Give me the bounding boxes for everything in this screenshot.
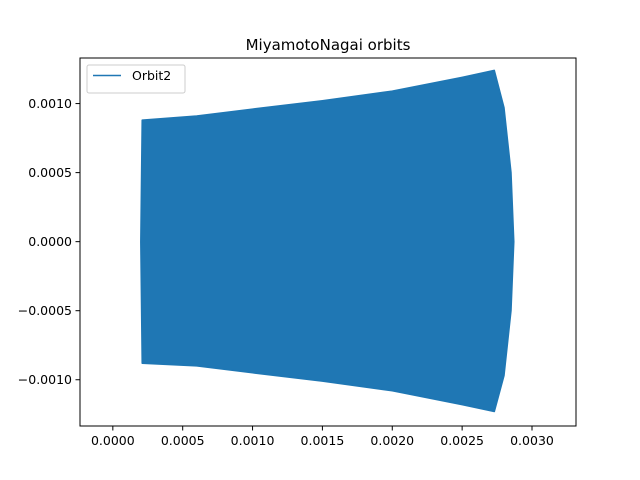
series-orbit2-region	[140, 69, 515, 413]
x-tick-label: 0.0010	[231, 433, 275, 448]
y-tick-label: −0.0005	[18, 303, 72, 318]
y-tick-label: 0.0010	[28, 96, 72, 111]
y-tick-label: 0.0000	[28, 234, 72, 249]
y-tick-label: 0.0005	[28, 165, 72, 180]
x-axis: 0.0000 0.0005 0.0010 0.0015 0.0020 0.0025 0.00…	[91, 426, 554, 448]
y-tick-label: −0.0010	[18, 372, 72, 387]
chart-title: MiyamotoNagai orbits	[246, 36, 411, 54]
x-tick-label: 0.0015	[301, 433, 345, 448]
x-tick-label: 0.0020	[370, 433, 414, 448]
legend-label-orbit2: Orbit2	[132, 68, 171, 83]
x-tick-label: 0.0005	[161, 433, 205, 448]
plot-area	[140, 69, 515, 413]
x-tick-label: 0.0030	[510, 433, 554, 448]
x-tick-label: 0.0025	[440, 433, 484, 448]
y-axis: −0.0010 −0.0005 0.0000 0.0005 0.0010	[18, 96, 80, 387]
legend-box	[86, 64, 186, 94]
legend: Orbit2	[86, 64, 186, 94]
x-tick-label: 0.0000	[91, 433, 135, 448]
